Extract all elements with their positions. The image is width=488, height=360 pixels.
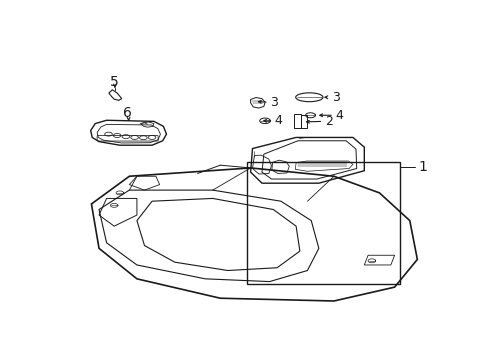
Text: 3: 3: [270, 96, 278, 109]
Bar: [246, 162, 400, 284]
Text: 2: 2: [324, 115, 332, 128]
Text: 4: 4: [335, 109, 343, 122]
Text: 6: 6: [123, 106, 132, 120]
Text: 3: 3: [331, 91, 339, 104]
Text: 1: 1: [418, 159, 427, 174]
Bar: [294, 114, 301, 128]
Text: 4: 4: [274, 114, 282, 127]
Bar: [300, 115, 306, 128]
Text: 5: 5: [110, 75, 118, 89]
